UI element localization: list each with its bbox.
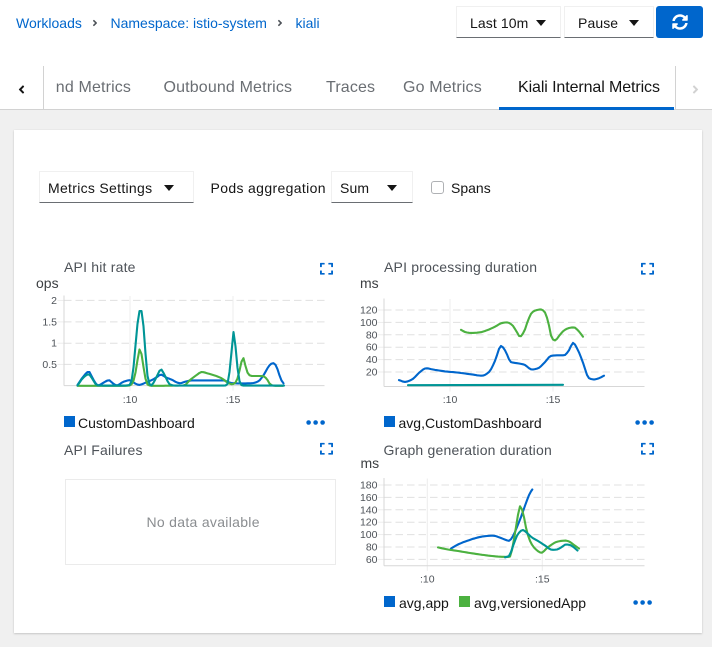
svg-text:80: 80 <box>366 329 378 341</box>
svg-text::10: :10 <box>420 574 435 586</box>
svg-text::10: :10 <box>443 394 458 406</box>
svg-text::15: :15 <box>226 394 241 406</box>
svg-text:40: 40 <box>366 354 378 366</box>
svg-text:60: 60 <box>366 342 378 354</box>
svg-text:1: 1 <box>51 338 57 350</box>
svg-text:120: 120 <box>360 517 378 529</box>
svg-text:2: 2 <box>51 295 57 307</box>
svg-text::10: :10 <box>123 394 138 406</box>
svg-text:140: 140 <box>360 504 378 516</box>
svg-text:80: 80 <box>366 542 378 554</box>
svg-text:20: 20 <box>366 367 378 379</box>
svg-text:100: 100 <box>360 529 378 541</box>
svg-text::15: :15 <box>546 394 561 406</box>
svg-text:60: 60 <box>366 554 378 566</box>
svg-text::15: :15 <box>535 574 550 586</box>
svg-text:1.5: 1.5 <box>42 316 57 328</box>
svg-text:0.5: 0.5 <box>42 359 57 371</box>
svg-text:180: 180 <box>360 480 378 492</box>
svg-text:120: 120 <box>360 305 378 317</box>
svg-text:100: 100 <box>360 317 378 329</box>
svg-text:160: 160 <box>360 492 378 504</box>
